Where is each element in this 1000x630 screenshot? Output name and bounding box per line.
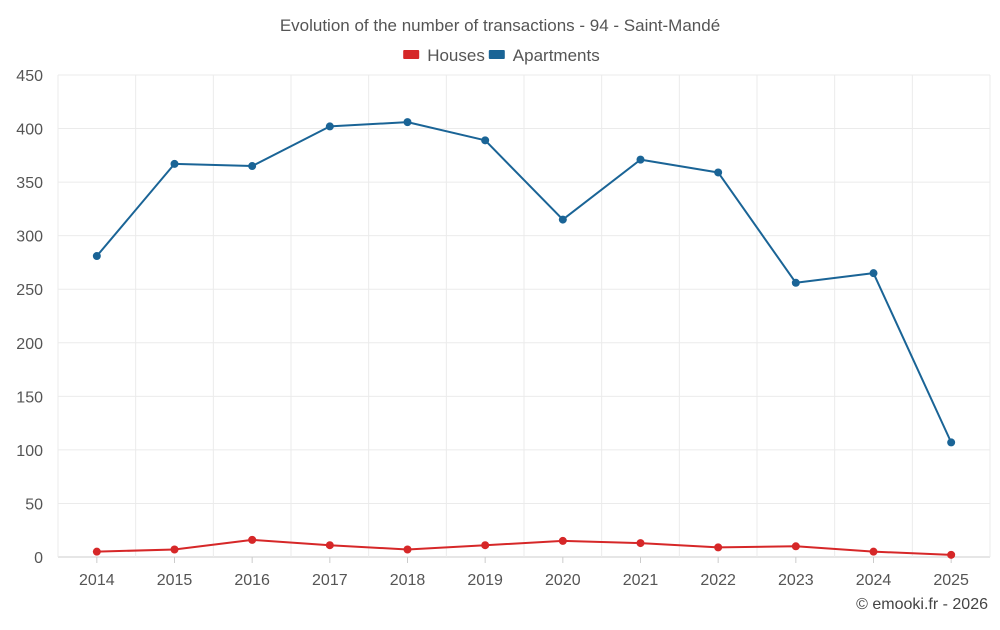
data-point-apartments	[92, 252, 101, 261]
x-tick-label: 2024	[856, 572, 892, 589]
data-point-apartments	[947, 438, 956, 447]
legend-swatch	[403, 50, 420, 59]
x-tick-label: 2015	[157, 572, 193, 589]
y-tick-label: 300	[16, 229, 43, 246]
x-tick-label: 2014	[79, 572, 115, 589]
data-point-houses	[170, 545, 179, 554]
chart-title: Evolution of the number of transactions …	[280, 16, 720, 35]
y-tick-label: 400	[16, 122, 43, 139]
data-point-apartments	[558, 215, 567, 224]
data-point-apartments	[714, 168, 723, 177]
x-axis: 2014 2015 2016 2017 2018 2019 2020 2021 2022 2023…	[79, 557, 969, 589]
data-point-houses	[92, 547, 101, 556]
series-line-apartments	[96, 121, 953, 443]
legend-swatch	[488, 50, 505, 59]
y-tick-label: 50	[25, 496, 43, 513]
x-tick-label: 2025	[933, 572, 969, 589]
y-tick-label: 250	[16, 282, 43, 299]
y-tick-label: 350	[16, 175, 43, 192]
legend-label: Houses	[427, 46, 485, 65]
data-point-houses	[869, 547, 878, 556]
data-point-apartments	[791, 278, 800, 287]
y-tick-label: 0	[34, 550, 43, 567]
x-tick-label: 2017	[312, 572, 348, 589]
credit-text: © emooki.fr - 2026	[856, 596, 988, 613]
x-tick-label: 2019	[467, 572, 503, 589]
data-point-houses	[403, 545, 412, 554]
data-point-apartments	[248, 162, 257, 171]
x-tick-label: 2023	[778, 572, 814, 589]
y-tick-label: 200	[16, 336, 43, 353]
data-point-apartments	[869, 269, 878, 278]
y-tick-label: 100	[16, 443, 43, 460]
gridlines	[57, 74, 991, 558]
data-point-apartments	[403, 118, 412, 127]
data-point-houses	[481, 541, 490, 550]
legend-item-apartments: Apartments	[488, 46, 600, 65]
y-axis: 0 50 100 150 200 250 300 350 400 450	[16, 68, 43, 567]
x-tick-label: 2021	[623, 572, 659, 589]
legend-label: Apartments	[513, 46, 600, 65]
data-point-apartments	[325, 122, 334, 131]
series-layer	[92, 118, 956, 559]
data-point-apartments	[636, 155, 645, 164]
data-point-houses	[714, 543, 723, 552]
series-line-houses	[96, 538, 952, 556]
data-point-houses	[947, 550, 956, 559]
x-tick-label: 2018	[390, 572, 426, 589]
data-point-houses	[636, 539, 645, 548]
x-tick-label: 2022	[700, 572, 736, 589]
y-tick-label: 150	[16, 389, 43, 406]
data-point-houses	[791, 542, 800, 551]
legend-item-houses: Houses	[403, 46, 485, 65]
legend: Houses Apartments	[403, 46, 600, 65]
data-point-houses	[558, 536, 567, 545]
x-tick-label: 2016	[234, 572, 270, 589]
data-point-houses	[248, 535, 257, 544]
data-point-houses	[325, 541, 334, 550]
x-tick-label: 2020	[545, 572, 581, 589]
data-point-apartments	[170, 159, 179, 168]
data-point-apartments	[481, 136, 490, 145]
y-tick-label: 450	[16, 68, 43, 85]
